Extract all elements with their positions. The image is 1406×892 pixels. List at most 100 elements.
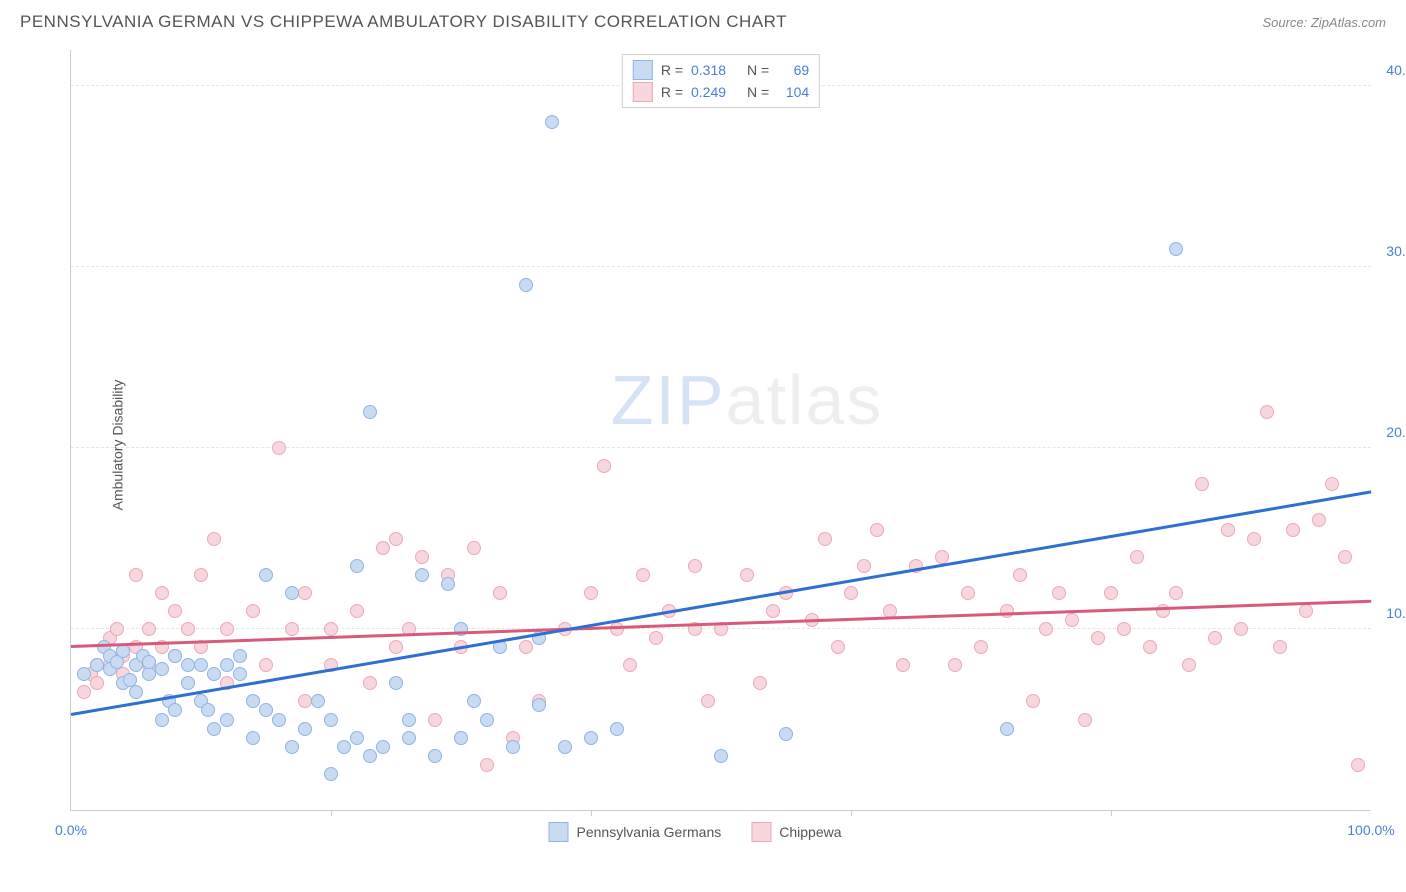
point-pa-german [207, 722, 221, 736]
point-chippewa [110, 622, 124, 636]
correlation-legend: R =0.318N =69R =0.249N =104 [622, 54, 820, 108]
point-chippewa [831, 640, 845, 654]
legend-r-label: R = [661, 62, 683, 78]
point-pa-german [350, 559, 364, 573]
point-chippewa [623, 658, 637, 672]
point-chippewa [1078, 713, 1092, 727]
point-chippewa [1091, 631, 1105, 645]
point-pa-german [337, 740, 351, 754]
point-chippewa [1104, 586, 1118, 600]
point-pa-german [454, 731, 468, 745]
point-pa-german [324, 713, 338, 727]
point-pa-german [467, 694, 481, 708]
point-pa-german [246, 694, 260, 708]
point-chippewa [207, 532, 221, 546]
point-chippewa [1013, 568, 1027, 582]
point-chippewa [1234, 622, 1248, 636]
point-chippewa [298, 694, 312, 708]
point-pa-german [233, 649, 247, 663]
point-chippewa [935, 550, 949, 564]
legend-row: R =0.249N =104 [633, 81, 809, 103]
point-pa-german [194, 658, 208, 672]
point-chippewa [1312, 513, 1326, 527]
point-chippewa [350, 604, 364, 618]
point-chippewa [1026, 694, 1040, 708]
point-chippewa [389, 640, 403, 654]
series-legend: Pennsylvania Germans Chippewa [548, 822, 841, 842]
point-chippewa [1260, 405, 1274, 419]
point-pa-german [350, 731, 364, 745]
point-chippewa [376, 541, 390, 555]
chart-title: PENNSYLVANIA GERMAN VS CHIPPEWA AMBULATO… [20, 12, 787, 32]
point-pa-german [272, 713, 286, 727]
legend-swatch [751, 822, 771, 842]
point-pa-german [545, 115, 559, 129]
point-chippewa [1000, 604, 1014, 618]
point-pa-german [201, 703, 215, 717]
point-pa-german [168, 703, 182, 717]
point-pa-german [142, 667, 156, 681]
point-chippewa [298, 586, 312, 600]
point-pa-german [181, 676, 195, 690]
point-chippewa [493, 586, 507, 600]
plot-area: ZIPatlas R =0.318N =69R =0.249N =104 Pen… [70, 50, 1371, 811]
x-tick [851, 810, 852, 816]
point-pa-german [298, 722, 312, 736]
point-chippewa [467, 541, 481, 555]
point-pa-german [1169, 242, 1183, 256]
point-pa-german [233, 667, 247, 681]
x-tick [1111, 810, 1112, 816]
point-chippewa [324, 622, 338, 636]
point-chippewa [1169, 586, 1183, 600]
point-chippewa [519, 640, 533, 654]
point-chippewa [428, 713, 442, 727]
point-chippewa [857, 559, 871, 573]
point-pa-german [168, 649, 182, 663]
point-chippewa [844, 586, 858, 600]
legend-row: R = 0.318 N = 69 [633, 59, 809, 81]
point-chippewa [77, 685, 91, 699]
point-pa-german [402, 713, 416, 727]
point-chippewa [701, 694, 715, 708]
point-pa-german [259, 568, 273, 582]
legend-n-value: 69 [777, 62, 809, 78]
point-pa-german [480, 713, 494, 727]
point-pa-german [584, 731, 598, 745]
point-chippewa [155, 586, 169, 600]
point-chippewa [1273, 640, 1287, 654]
point-chippewa [181, 622, 195, 636]
point-pa-german [402, 731, 416, 745]
point-pa-german [415, 568, 429, 582]
legend-n-label: N = [747, 62, 769, 78]
point-chippewa [688, 559, 702, 573]
point-chippewa [480, 758, 494, 772]
point-chippewa [753, 676, 767, 690]
point-pa-german [220, 658, 234, 672]
x-tick [591, 810, 592, 816]
legend-r-value: 0.318 [691, 62, 739, 78]
point-chippewa [1117, 622, 1131, 636]
point-pa-german [519, 278, 533, 292]
legend-r-value: 0.249 [691, 84, 739, 100]
point-chippewa [259, 658, 273, 672]
legend-item: Pennsylvania Germans [548, 822, 721, 842]
y-tick-label: 10.0% [1386, 605, 1406, 621]
point-pa-german [285, 740, 299, 754]
point-pa-german [428, 749, 442, 763]
point-chippewa [636, 568, 650, 582]
point-pa-german [363, 405, 377, 419]
point-chippewa [584, 586, 598, 600]
point-chippewa [1325, 477, 1339, 491]
y-tick-label: 40.0% [1386, 62, 1406, 78]
point-pa-german [311, 694, 325, 708]
point-chippewa [272, 441, 286, 455]
point-chippewa [90, 676, 104, 690]
point-chippewa [1143, 640, 1157, 654]
point-pa-german [441, 577, 455, 591]
point-chippewa [818, 532, 832, 546]
point-pa-german [506, 740, 520, 754]
legend-item: Chippewa [751, 822, 841, 842]
point-chippewa [363, 676, 377, 690]
watermark: ZIPatlas [611, 360, 884, 440]
legend-n-label: N = [747, 84, 769, 100]
